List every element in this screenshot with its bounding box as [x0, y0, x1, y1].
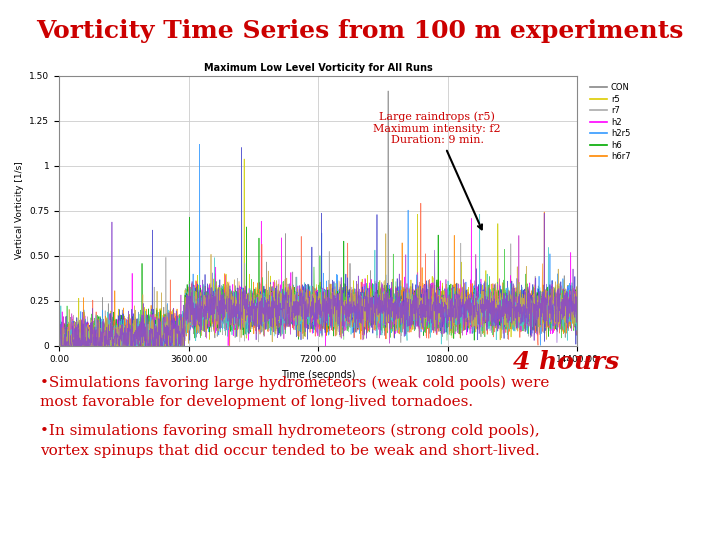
- X-axis label: Time (seconds): Time (seconds): [281, 370, 356, 380]
- Y-axis label: Vertical Vorticity [1/s]: Vertical Vorticity [1/s]: [14, 161, 24, 260]
- Title: Maximum Low Level Vorticity for All Runs: Maximum Low Level Vorticity for All Runs: [204, 63, 433, 73]
- Text: vortex spinups that did occur tended to be weak and short-lived.: vortex spinups that did occur tended to …: [40, 444, 539, 458]
- Legend: CON, r5, r7, h2, h2r5, h6, h6r7: CON, r5, r7, h2, h2r5, h6, h6r7: [587, 80, 634, 165]
- Text: •Simulations favoring large hydrometeors (weak cold pools) were: •Simulations favoring large hydrometeors…: [40, 375, 549, 390]
- Text: •In simulations favoring small hydrometeors (strong cold pools),: •In simulations favoring small hydromete…: [40, 424, 539, 438]
- Text: Vorticity Time Series from 100 m experiments: Vorticity Time Series from 100 m experim…: [36, 19, 684, 43]
- Text: most favorable for development of long-lived tornadoes.: most favorable for development of long-l…: [40, 395, 473, 409]
- Text: Large raindrops (r5)
Maximum intensity: f2
Duration: 9 min.: Large raindrops (r5) Maximum intensity: …: [373, 112, 501, 230]
- Text: 4 hours: 4 hours: [513, 350, 619, 374]
